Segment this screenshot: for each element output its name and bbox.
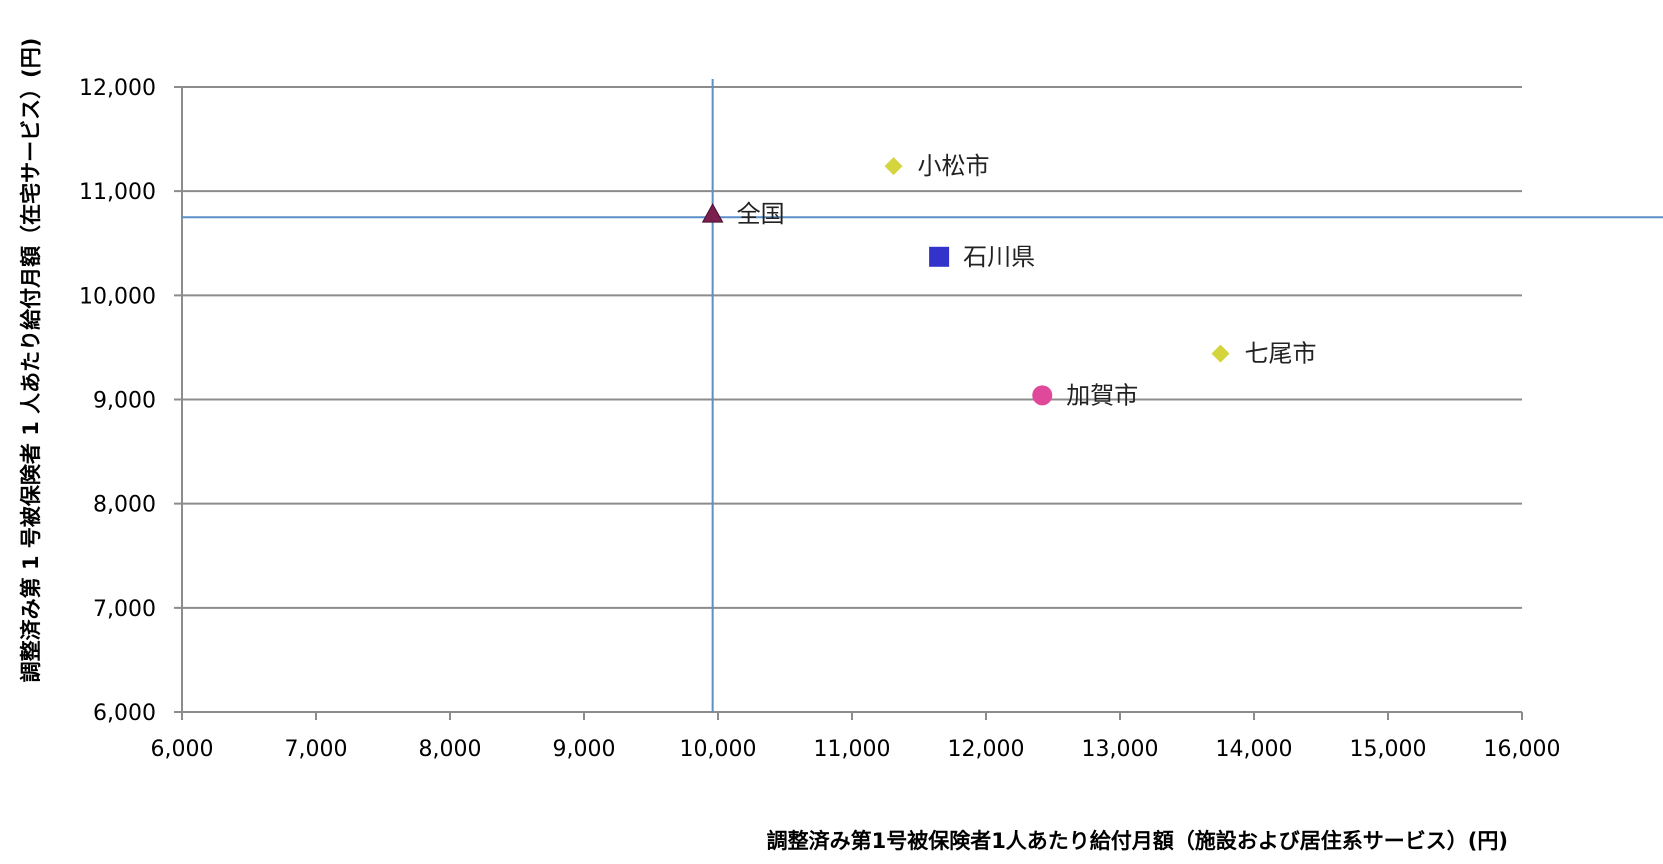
y-tick-label: 9,000 [93, 389, 156, 414]
y-tick-label: 7,000 [93, 597, 156, 622]
data-point: 全国 [701, 200, 785, 228]
x-tick-label: 16,000 [1484, 737, 1561, 762]
x-axis-title: 調整済み第1号被保険者1人あたり給付月額（施設および居住系サービス）(円) [767, 829, 1508, 853]
x-tick-label: 13,000 [1082, 737, 1159, 762]
data-point: 小松市 [884, 152, 990, 180]
y-tick-label: 12,000 [79, 76, 156, 101]
point-label: 全国 [737, 200, 785, 228]
x-tick-label: 10,000 [680, 737, 757, 762]
axes [181, 87, 1523, 720]
data-point: 七尾市 [1211, 340, 1317, 368]
y-axis-title: 調整済み第 1 号被保険者 1 人あたり給付月額（在宅サービス）(円) [19, 38, 43, 683]
triangle-marker [701, 203, 724, 223]
point-label: 石川県 [963, 243, 1035, 271]
x-tick-label: 12,000 [948, 737, 1025, 762]
y-tick-label: 6,000 [93, 701, 156, 726]
data-point: 石川県 [929, 243, 1035, 271]
point-label: 小松市 [918, 152, 990, 180]
x-tick-label: 7,000 [285, 737, 348, 762]
x-tick-label: 8,000 [419, 737, 482, 762]
x-tick-label: 6,000 [151, 737, 214, 762]
y-tick-label: 10,000 [79, 284, 156, 309]
tick-labels: 6,000 7,000 8,000 9,000 10,000 11,000 12,000 6,… [79, 76, 1560, 762]
x-tick-label: 15,000 [1350, 737, 1427, 762]
y-tick-label: 11,000 [79, 180, 156, 205]
square-marker [929, 246, 950, 267]
diamond-marker [1211, 344, 1230, 363]
diamond-marker [884, 157, 903, 176]
reference-lines [182, 79, 1663, 712]
x-tick-label: 9,000 [553, 737, 616, 762]
grid-lines [174, 86, 1522, 713]
x-tick-label: 14,000 [1216, 737, 1293, 762]
point-label: 加賀市 [1066, 381, 1138, 409]
data-point: 加賀市 [1032, 381, 1138, 409]
x-tick-label: 11,000 [814, 737, 891, 762]
y-tick-label: 8,000 [93, 493, 156, 518]
circle-marker [1032, 385, 1053, 406]
point-label: 七尾市 [1245, 340, 1317, 368]
